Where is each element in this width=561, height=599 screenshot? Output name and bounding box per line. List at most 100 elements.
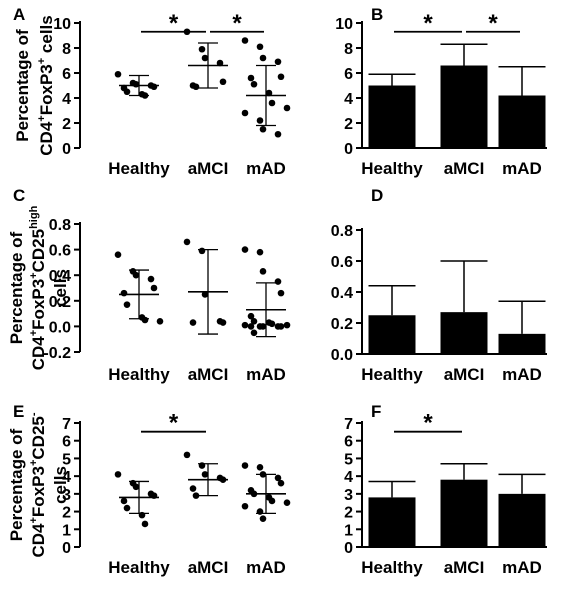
data-point bbox=[198, 45, 206, 53]
panel-d: D 0.0 0.2 0.4 0.6 0.8 Healthy aMCI mAD bbox=[331, 186, 547, 384]
data-point bbox=[274, 58, 282, 66]
y-axis-title: Percentage of bbox=[13, 29, 32, 142]
data-point bbox=[201, 471, 209, 478]
data-point bbox=[114, 70, 122, 78]
data-point bbox=[219, 78, 227, 86]
y-axis-title-part: + bbox=[28, 517, 40, 523]
data-point bbox=[201, 54, 209, 62]
y-axis-title-part: + bbox=[28, 272, 40, 278]
data-point bbox=[120, 497, 128, 505]
significance-star: * bbox=[488, 10, 498, 37]
data-point bbox=[241, 109, 249, 117]
y-axis-title: Percentage of bbox=[7, 231, 26, 344]
x-category-label: mAD bbox=[246, 558, 286, 577]
data-point bbox=[198, 247, 206, 255]
data-point bbox=[283, 499, 291, 507]
x-category-label: Healthy bbox=[361, 159, 423, 178]
y-axis-title-part: CD4 bbox=[29, 336, 48, 371]
y-tick-label: 7 bbox=[344, 416, 353, 433]
y-tick-label: 6 bbox=[344, 434, 353, 451]
data-point bbox=[147, 275, 155, 283]
data-point bbox=[259, 125, 267, 133]
data-point bbox=[277, 289, 285, 297]
data-point bbox=[277, 323, 285, 330]
data-point bbox=[241, 37, 249, 44]
x-category-label: aMCI bbox=[188, 558, 229, 577]
bar bbox=[498, 333, 546, 354]
y-tick-label: 1 bbox=[344, 522, 353, 539]
y-tick-label: 8 bbox=[62, 41, 71, 58]
data-point bbox=[259, 515, 267, 522]
data-point bbox=[259, 54, 267, 62]
data-point bbox=[283, 321, 291, 329]
y-axis-title-part: + bbox=[36, 115, 48, 121]
panel-a: A 0 2 4 6 8 10 Healthy aMCI mAD Percentage ofCD4+​… bbox=[13, 5, 291, 178]
data-point bbox=[283, 104, 291, 112]
data-point bbox=[183, 238, 191, 246]
data-point bbox=[192, 492, 200, 499]
data-point bbox=[277, 73, 285, 81]
y-axis-title-part: CD4 bbox=[29, 523, 48, 558]
panel-label: B bbox=[371, 5, 383, 24]
y-axis-title-part: CD25 bbox=[29, 229, 48, 272]
y-tick-label: 7 bbox=[62, 416, 71, 433]
data-point bbox=[277, 479, 285, 487]
y-axis-title-part: CD25 bbox=[29, 416, 48, 459]
y-tick-label: 2 bbox=[62, 505, 71, 522]
x-category-label: Healthy bbox=[108, 365, 170, 384]
data-point bbox=[192, 83, 200, 91]
data-point bbox=[216, 59, 224, 67]
data-point bbox=[250, 317, 258, 325]
data-point bbox=[241, 246, 249, 253]
y-axis-title: cells bbox=[51, 269, 70, 307]
y-axis-title: cells bbox=[51, 466, 70, 504]
x-category-label: Healthy bbox=[108, 159, 170, 178]
y-tick-label: 0.2 bbox=[49, 294, 71, 311]
data-point bbox=[183, 451, 191, 459]
data-point bbox=[241, 502, 249, 510]
significance-star: * bbox=[232, 10, 242, 37]
y-axis-title-part: + bbox=[28, 460, 40, 466]
data-point bbox=[274, 474, 282, 482]
x-category-label: mAD bbox=[246, 365, 286, 384]
data-point bbox=[268, 99, 276, 107]
data-point bbox=[156, 317, 164, 325]
y-axis-title-part: cells bbox=[51, 466, 70, 504]
data-point bbox=[201, 291, 209, 298]
x-category-label: mAD bbox=[246, 159, 286, 178]
y-tick-label: 1 bbox=[62, 522, 71, 539]
y-tick-label: 0.4 bbox=[331, 285, 353, 302]
y-tick-label: 2 bbox=[344, 505, 353, 522]
bar bbox=[440, 312, 488, 354]
y-tick-label: 0 bbox=[62, 141, 71, 158]
data-point bbox=[219, 319, 227, 326]
bar bbox=[368, 315, 416, 354]
y-axis-title-part: FoxP3 bbox=[29, 466, 48, 517]
y-tick-label: 0.8 bbox=[49, 217, 71, 234]
y-axis-title-part: cells bbox=[37, 15, 56, 58]
y-tick-label: 0.6 bbox=[49, 243, 71, 260]
data-point bbox=[247, 323, 255, 330]
y-tick-label: 0.8 bbox=[331, 223, 353, 240]
y-tick-label: 5 bbox=[62, 451, 71, 468]
data-point bbox=[250, 80, 258, 88]
data-point bbox=[268, 497, 276, 505]
data-point bbox=[132, 271, 140, 279]
x-category-label: mAD bbox=[502, 159, 542, 178]
y-tick-label: 0.2 bbox=[331, 316, 353, 333]
x-category-label: Healthy bbox=[361, 558, 423, 577]
data-point bbox=[256, 248, 264, 256]
y-tick-label: 6 bbox=[62, 66, 71, 83]
y-tick-label: 4 bbox=[62, 469, 71, 486]
bar bbox=[368, 85, 416, 148]
data-point bbox=[247, 312, 255, 320]
panel-label: C bbox=[13, 186, 25, 205]
significance-star: * bbox=[169, 410, 179, 437]
x-category-label: aMCI bbox=[444, 365, 485, 384]
y-tick-label: 6 bbox=[62, 434, 71, 451]
data-point bbox=[241, 462, 249, 469]
x-category-label: Healthy bbox=[361, 365, 423, 384]
significance-star: * bbox=[423, 10, 433, 37]
significance-star: * bbox=[169, 10, 179, 37]
